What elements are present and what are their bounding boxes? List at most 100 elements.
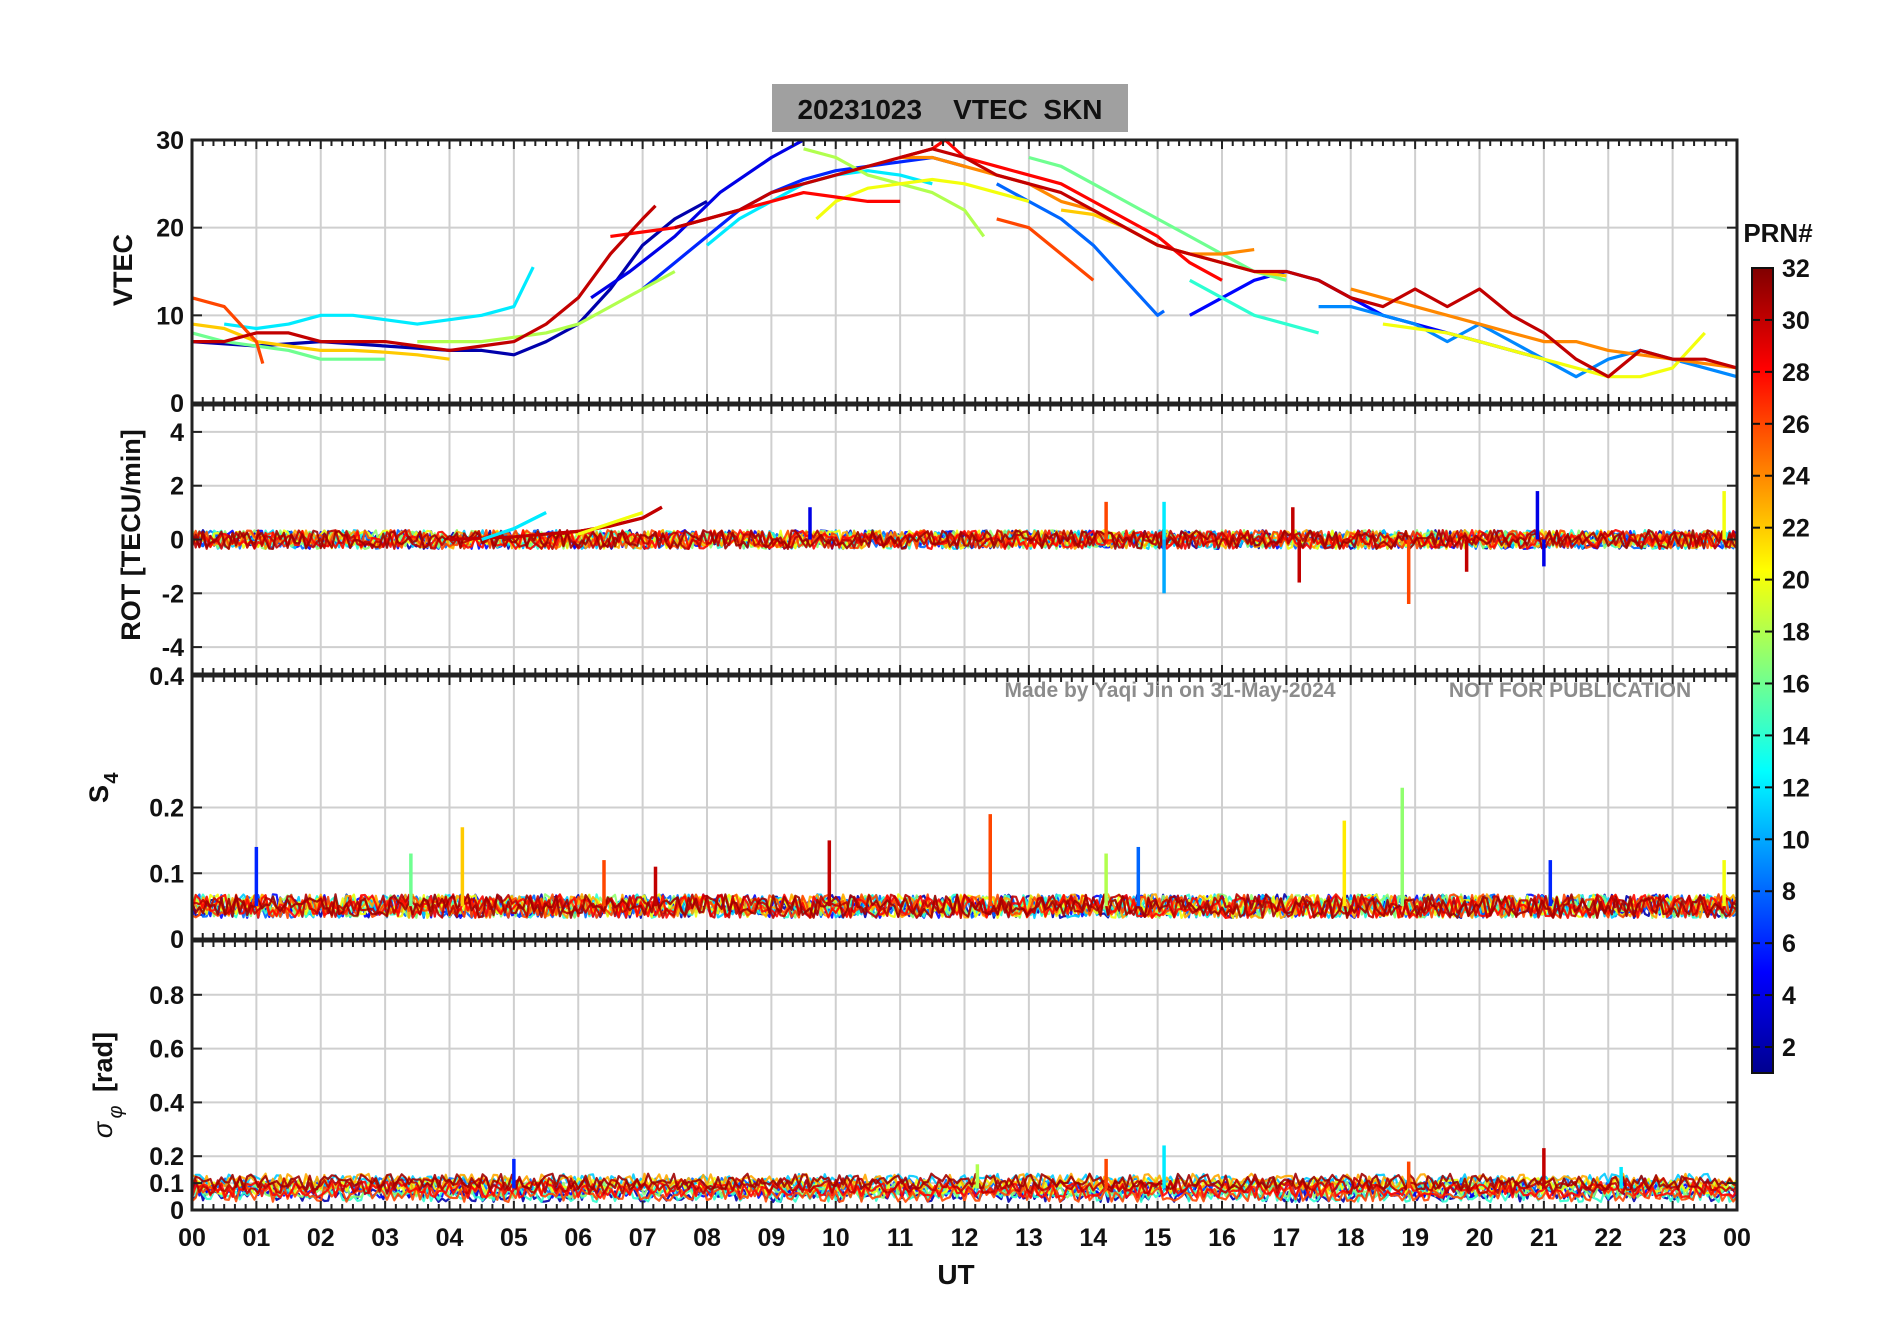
sigma_phi-trace-prn-20 <box>191 1176 1738 1195</box>
x-tick-label: 11 <box>887 1224 914 1252</box>
s4-panel: 0 0.1 0.2 0.4 <box>149 663 1739 954</box>
sigma_phi-ytick-label: 0.6 <box>149 1036 184 1064</box>
vtec-series-prn-18 <box>417 270 676 344</box>
sigma_phi-ytick-label: 0.8 <box>149 982 184 1010</box>
rot-ytick-label: 0 <box>170 527 184 555</box>
x-tick-label: 05 <box>500 1224 528 1252</box>
colorbar-tick-label: 8 <box>1782 878 1796 906</box>
sigma-phi-ylabel: σ φ [rad] <box>88 1032 127 1138</box>
colorbar-tick-label: 16 <box>1782 670 1810 698</box>
vtec-ylabel: VTEC <box>108 234 138 306</box>
vtec-ytick-label: 20 <box>156 215 184 243</box>
colorbar-tick-label: 32 <box>1782 255 1810 283</box>
s4-ytick-label: 0.2 <box>149 795 184 823</box>
s4-ytick-label: 0.1 <box>149 860 184 888</box>
vtec-panel: 0 10 20 30 <box>156 127 1739 418</box>
s4-trace-prn-31 <box>190 893 1738 919</box>
x-tick-label: 20 <box>1466 1224 1494 1252</box>
x-tick-label: 07 <box>629 1224 657 1252</box>
vtec-series-prn-20 <box>1382 322 1706 379</box>
rot-rise-prn-12 <box>481 511 547 542</box>
x-tick-label: 04 <box>436 1224 464 1252</box>
colorbar-tick-label: 14 <box>1782 722 1810 750</box>
x-tick-label: 21 <box>1530 1224 1558 1252</box>
x-tick-label: 00 <box>1723 1224 1751 1252</box>
colorbar-tick-label: 28 <box>1782 359 1810 387</box>
watermark-made-by: Made by Yaqi Jin on 31-May-2024 <box>1004 679 1335 702</box>
vtec-series-prn-14 <box>1189 278 1320 335</box>
rot-ytick-label: 2 <box>170 473 184 501</box>
rot-ytick-label: -2 <box>162 580 184 608</box>
s4-ylabel-main: S <box>84 785 114 803</box>
vtec-ytick-label: 10 <box>156 302 184 330</box>
rot-panel: -4 -2 0 2 4 <box>162 403 1739 676</box>
sigma_phi-ytick-label: 0 <box>170 1197 184 1225</box>
chart-title: 20231023 VTEC SKN <box>797 94 1102 125</box>
sigma-ylabel-unit: [rad] <box>88 1032 118 1092</box>
sigma-phi-panel: 00.10.2 0.4 0.6 0.8 00 01 02 03 04 05 06 07 08 09 10 11… <box>149 939 1751 1252</box>
x-tick-label: 01 <box>242 1224 270 1252</box>
sigma_phi-trace-prn-28 <box>190 1180 1738 1199</box>
rot-ytick-label: 4 <box>170 419 184 447</box>
x-tick-label: 00 <box>178 1224 206 1252</box>
colorbar-tick-label: 30 <box>1782 307 1810 335</box>
x-tick-label: 02 <box>307 1224 335 1252</box>
vtec-ytick-label: 0 <box>170 390 184 418</box>
watermark-notice: NOT FOR PUBLICATION <box>1449 679 1691 702</box>
colorbar-tick-label: 12 <box>1782 774 1810 802</box>
s4-ylabel: S 4 <box>84 772 123 803</box>
sigma_phi-ytick-label: 0.1 <box>149 1170 184 1198</box>
s4-ylabel-sub: 4 <box>101 772 123 784</box>
x-tick-label: 06 <box>564 1224 592 1252</box>
x-tick-label: 09 <box>757 1224 785 1252</box>
colorbar-tick-label: 4 <box>1782 982 1796 1010</box>
sigma_phi-ytick-label: 0.4 <box>149 1089 184 1117</box>
vtec-series-prn-6 <box>641 155 965 291</box>
x-tick-label: 14 <box>1079 1224 1107 1252</box>
x-tick-label: 13 <box>1015 1224 1043 1252</box>
s4-ytick-label: 0.4 <box>149 663 184 691</box>
x-tick-label: 16 <box>1208 1224 1236 1252</box>
vtec-series-prn-26 <box>191 296 265 365</box>
x-tick-label: 08 <box>693 1224 721 1252</box>
vtec-series-prn-30 <box>674 147 1738 379</box>
x-tick-label: 15 <box>1144 1224 1172 1252</box>
colorbar-tick-label: 18 <box>1782 619 1810 647</box>
vtec-series-prn-4 <box>590 138 805 300</box>
vtec-series-prn-30 <box>192 204 657 352</box>
vtec-series-prn-22 <box>191 322 450 361</box>
colorbar-tick-label: 26 <box>1782 411 1810 439</box>
sigma_phi-trace-prn-31 <box>190 1172 1738 1191</box>
title-box <box>772 84 1128 132</box>
rot-rise-prn-20 <box>577 511 644 536</box>
colorbar-tick-label: 6 <box>1782 930 1796 958</box>
colorbar-label: PRN# <box>1743 218 1813 248</box>
x-tick-label: 22 <box>1594 1224 1622 1252</box>
rot-trace-prn-31 <box>190 529 1738 550</box>
x-axis-label: UT <box>937 1259 974 1290</box>
x-tick-label: 12 <box>951 1224 979 1252</box>
x-tick-label: 19 <box>1401 1224 1429 1252</box>
vtec-series-prn-28 <box>610 191 901 238</box>
colorbar-tick-label: 2 <box>1782 1034 1796 1062</box>
sigma-ylabel-sub: φ <box>105 1105 127 1118</box>
vtec-series-prn-12 <box>223 266 535 331</box>
vtec-ytick-label: 30 <box>156 127 184 155</box>
x-tick-label: 18 <box>1337 1224 1365 1252</box>
x-tick-label: 23 <box>1659 1224 1687 1252</box>
colorbar-tick-label: 22 <box>1782 515 1810 543</box>
sigma-ylabel-main: σ <box>88 1120 118 1138</box>
colorbar-tick-label: 24 <box>1782 463 1810 491</box>
x-tick-label: 03 <box>371 1224 399 1252</box>
rot-ylabel: ROT [TECU/min] <box>116 429 146 640</box>
vtec-series-prn-22 <box>1060 208 1287 278</box>
s4-ytick-label: 0 <box>170 926 184 954</box>
colorbar-tick-label: 10 <box>1782 826 1810 854</box>
sigma_phi-ytick-label: 0.2 <box>149 1143 184 1171</box>
colorbar-gradient <box>1751 267 1774 1074</box>
x-tick-label: 17 <box>1272 1224 1300 1252</box>
vtec-series-prn-16 <box>1028 155 1287 282</box>
